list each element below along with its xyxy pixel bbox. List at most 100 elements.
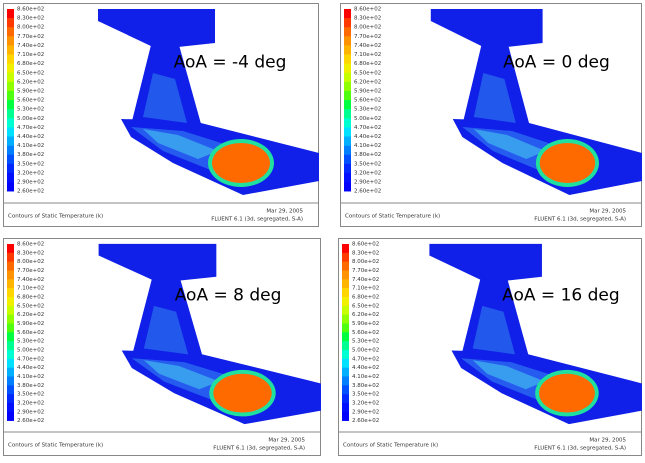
colorbar-label: 4.70e+02 bbox=[354, 125, 381, 131]
colorbar-swatch bbox=[7, 253, 14, 262]
footer-date: Mar 29, 2005 bbox=[266, 209, 303, 215]
colorbar-label: 7.10e+02 bbox=[17, 52, 44, 58]
colorbar-label: 3.20e+02 bbox=[354, 170, 381, 176]
colorbar-swatch bbox=[344, 27, 351, 36]
colorbar-swatch bbox=[342, 315, 349, 324]
colorbar-swatch bbox=[7, 262, 14, 271]
colorbar-swatch bbox=[342, 332, 349, 341]
footer-title: Contours of Static Temperature (k) bbox=[345, 214, 440, 220]
exhaust-core bbox=[539, 374, 595, 413]
aoa-label: AoA = 0 deg bbox=[503, 52, 610, 72]
colorbar-swatch bbox=[7, 244, 14, 253]
colorbar-label: 8.30e+02 bbox=[354, 16, 381, 22]
colorbar-swatch bbox=[342, 385, 349, 394]
colorbar-label: 6.50e+02 bbox=[352, 303, 379, 309]
colorbar-label: 7.10e+02 bbox=[352, 286, 379, 292]
colorbar-label: 7.10e+02 bbox=[17, 286, 44, 292]
colorbar-swatch bbox=[344, 137, 351, 146]
colorbar-label: 4.70e+02 bbox=[17, 125, 44, 131]
colorbar-label: 3.20e+02 bbox=[352, 400, 379, 406]
colorbar-swatch bbox=[344, 118, 351, 127]
colorbar-swatch bbox=[344, 73, 351, 82]
colorbar-label: 5.90e+02 bbox=[354, 88, 381, 94]
colorbar-swatch bbox=[7, 82, 14, 91]
colorbar-label: 5.90e+02 bbox=[352, 321, 379, 327]
colorbar-label: 5.60e+02 bbox=[354, 98, 381, 104]
colorbar-label: 2.60e+02 bbox=[17, 418, 44, 424]
colorbar-label: 6.20e+02 bbox=[352, 312, 379, 318]
colorbar-swatch bbox=[7, 64, 14, 73]
colorbar-label: 3.50e+02 bbox=[352, 392, 379, 398]
colorbar-swatch bbox=[344, 182, 351, 191]
colorbar-swatch bbox=[7, 359, 14, 368]
colorbar-swatch bbox=[342, 359, 349, 368]
colorbar-swatch bbox=[344, 55, 351, 64]
colorbar-label: 4.10e+02 bbox=[354, 143, 381, 149]
footer-title: Contours of Static Temperature (k) bbox=[8, 214, 103, 220]
colorbar-swatch bbox=[7, 368, 14, 377]
colorbar-swatch bbox=[7, 323, 14, 332]
colorbar-label: 8.30e+02 bbox=[17, 250, 44, 256]
colorbar-swatch bbox=[7, 270, 14, 279]
aoa-label: AoA = 8 deg bbox=[175, 286, 282, 306]
colorbar-swatch bbox=[344, 64, 351, 73]
aoa-label: AoA = -4 deg bbox=[174, 52, 287, 72]
colorbar-swatch bbox=[342, 306, 349, 315]
colorbar-swatch bbox=[342, 341, 349, 350]
colorbar-label: 2.60e+02 bbox=[354, 189, 381, 195]
colorbar-swatch bbox=[7, 55, 14, 64]
colorbar-swatch bbox=[344, 9, 351, 18]
colorbar-swatch bbox=[342, 270, 349, 279]
colorbar-label: 6.50e+02 bbox=[354, 70, 381, 76]
colorbar-swatch bbox=[7, 341, 14, 350]
colorbar-label: 8.00e+02 bbox=[352, 259, 379, 265]
colorbar-label: 7.40e+02 bbox=[354, 43, 381, 49]
colorbar-swatch bbox=[7, 403, 14, 412]
colorbar-label: 3.50e+02 bbox=[17, 392, 44, 398]
colorbar-swatch bbox=[342, 262, 349, 271]
colorbar-label: 2.90e+02 bbox=[17, 409, 44, 415]
colorbar-label: 4.10e+02 bbox=[17, 374, 44, 380]
colorbar-label: 3.80e+02 bbox=[352, 383, 379, 389]
colorbar-label: 2.60e+02 bbox=[352, 418, 379, 424]
colorbar-swatch bbox=[7, 412, 14, 421]
colorbar-swatch bbox=[7, 288, 14, 297]
colorbar-swatch bbox=[7, 155, 14, 164]
colorbar-swatch bbox=[7, 350, 14, 359]
panel: 8.60e+028.30e+028.00e+027.70e+027.40e+02… bbox=[338, 239, 642, 456]
colorbar-swatch bbox=[7, 91, 14, 100]
colorbar-swatch bbox=[342, 350, 349, 359]
colorbar-swatch bbox=[344, 18, 351, 27]
colorbar-label: 8.60e+02 bbox=[354, 7, 381, 13]
colorbar-swatch bbox=[7, 315, 14, 324]
colorbar-label: 8.30e+02 bbox=[352, 250, 379, 256]
colorbar-swatch bbox=[344, 155, 351, 164]
colorbar-swatch bbox=[342, 297, 349, 306]
colorbar-label: 5.30e+02 bbox=[354, 107, 381, 113]
footer-date: Mar 29, 2005 bbox=[589, 209, 626, 215]
colorbar-label: 8.30e+02 bbox=[17, 16, 44, 22]
colorbar-label: 5.90e+02 bbox=[17, 88, 44, 94]
colorbar-swatch bbox=[342, 323, 349, 332]
colorbar-swatch bbox=[7, 164, 14, 173]
colorbar-label: 5.30e+02 bbox=[17, 339, 44, 345]
colorbar-swatch bbox=[7, 376, 14, 385]
colorbar-swatch bbox=[342, 412, 349, 421]
colorbar-label: 8.00e+02 bbox=[17, 25, 44, 31]
colorbar-label: 7.40e+02 bbox=[352, 277, 379, 283]
colorbar-swatch bbox=[344, 91, 351, 100]
colorbar-label: 7.70e+02 bbox=[352, 268, 379, 274]
colorbar-swatch bbox=[342, 253, 349, 262]
figure: 8.60e+02 8.30e+02 8.00e+02 7.70e+02 7.40e+02… bbox=[0, 0, 645, 459]
footer-title: Contours of Static Temperature (k) bbox=[343, 443, 438, 449]
colorbar-swatch bbox=[7, 306, 14, 315]
colorbar-label: 8.00e+02 bbox=[354, 25, 381, 31]
footer-title: Contours of Static Temperature (k) bbox=[8, 443, 103, 449]
colorbar-label: 6.80e+02 bbox=[352, 294, 379, 300]
colorbar-label: 8.60e+02 bbox=[17, 242, 44, 248]
footer-solver: FLUENT 6.1 (3d, segregated, S-A) bbox=[534, 446, 626, 452]
colorbar-label: 5.00e+02 bbox=[354, 116, 381, 122]
colorbar-swatch bbox=[7, 137, 14, 146]
colorbar-swatch bbox=[7, 173, 14, 182]
colorbar-swatch bbox=[342, 394, 349, 403]
